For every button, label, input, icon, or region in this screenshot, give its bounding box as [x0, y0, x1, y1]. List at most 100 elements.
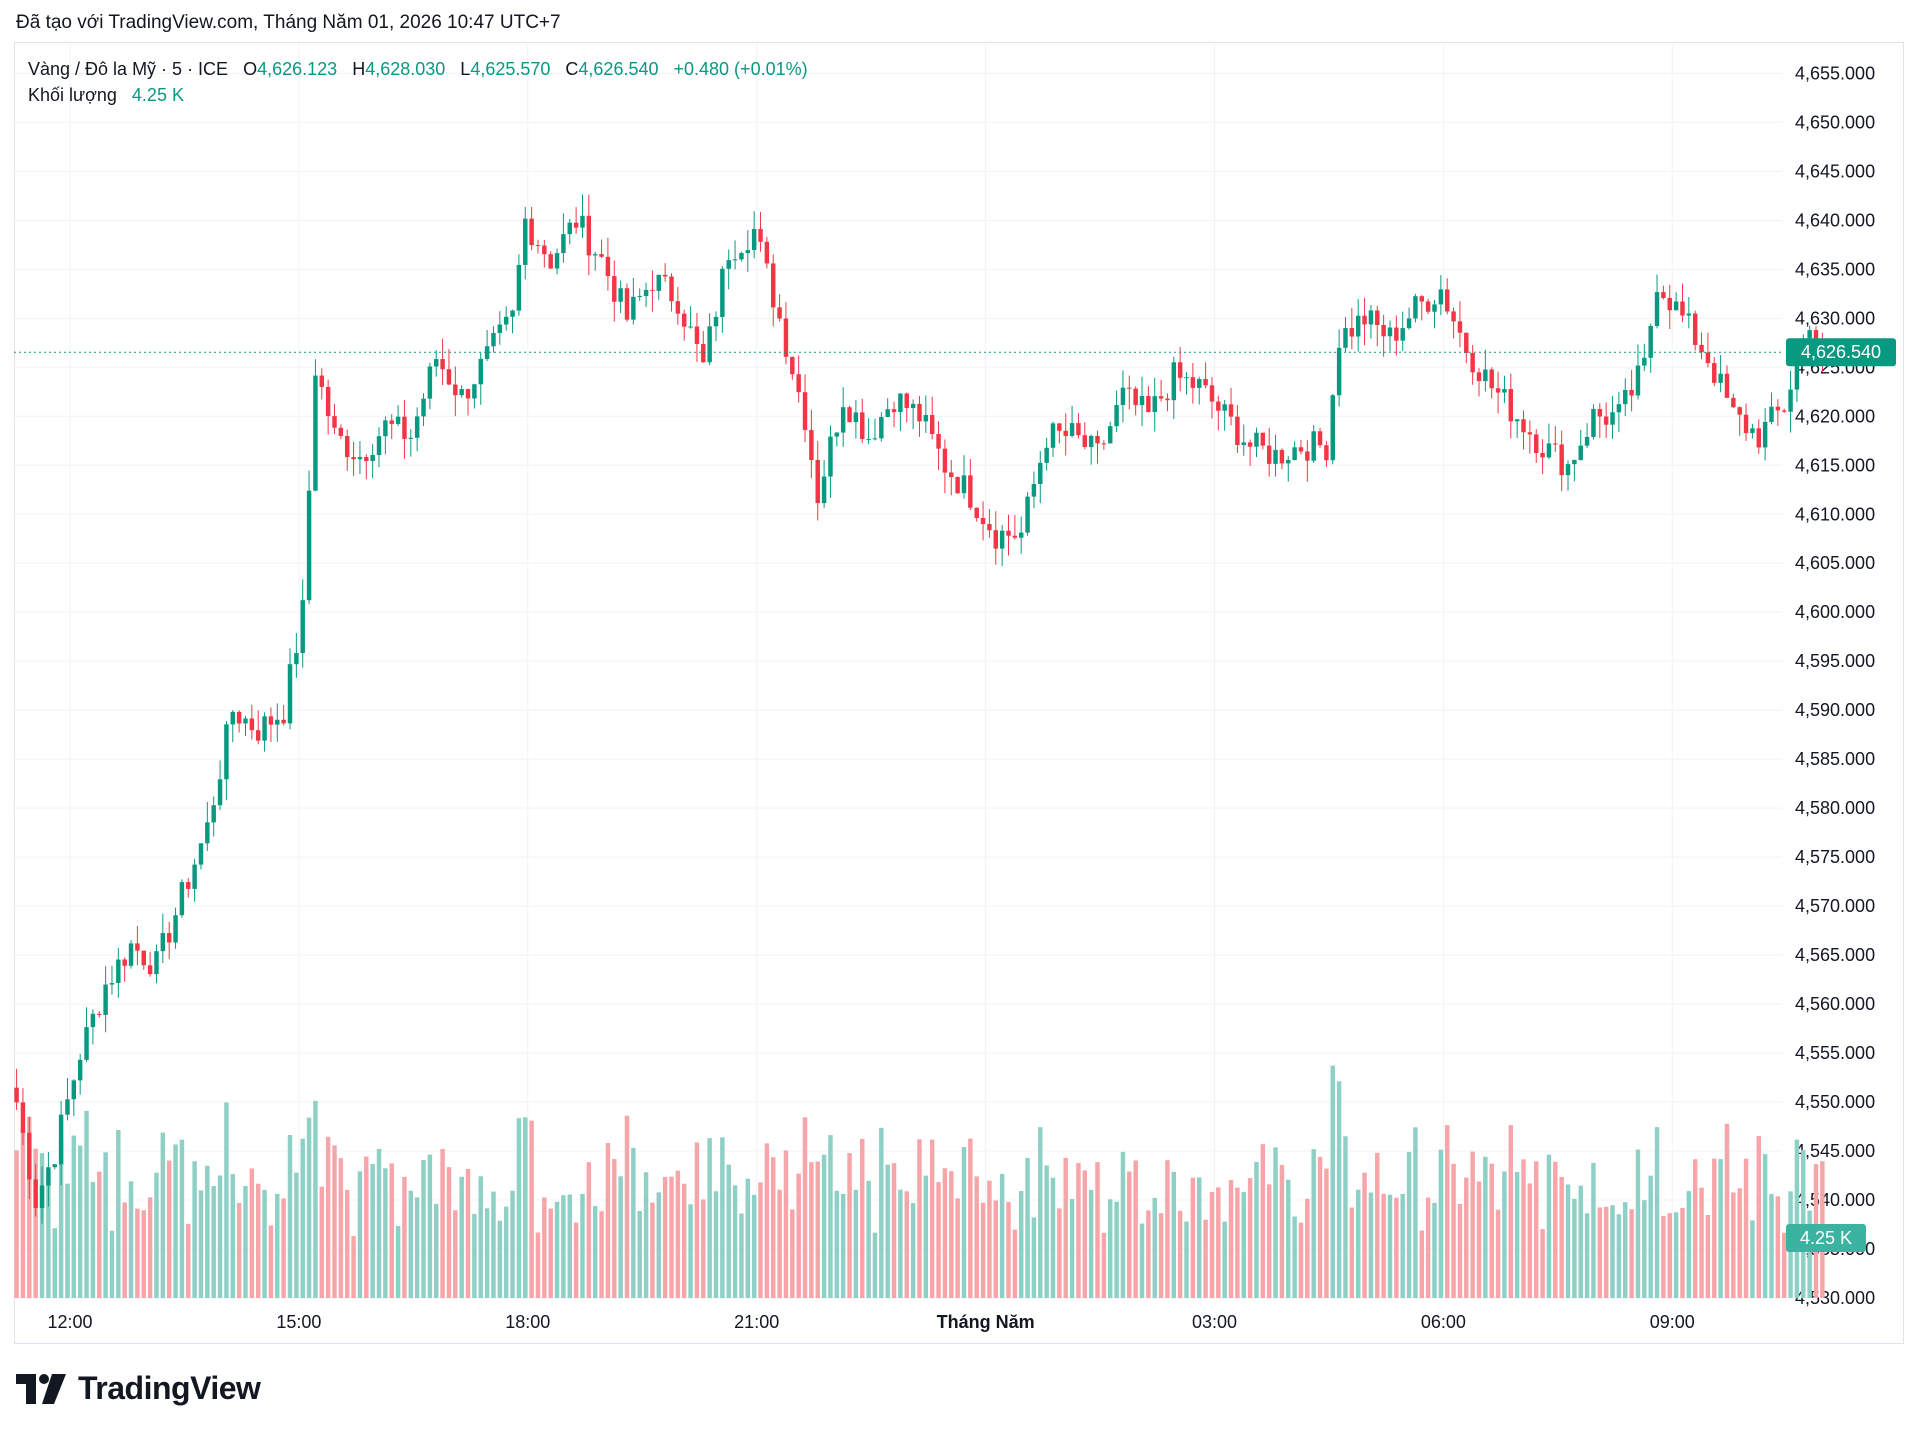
- chart-frame: [14, 42, 1904, 1344]
- volume-bar: [1705, 1214, 1711, 1298]
- volume-bar: [364, 1156, 369, 1298]
- y-tick-label: 4,565.000: [1795, 945, 1875, 965]
- candle-body: [268, 716, 274, 725]
- volume-bar: [1546, 1154, 1552, 1298]
- volume-bar: [1686, 1191, 1692, 1298]
- volume-bar: [688, 1204, 693, 1298]
- volume-bar: [1495, 1209, 1501, 1298]
- candle-body: [1165, 398, 1170, 401]
- candle-body: [243, 718, 248, 724]
- symbol-name[interactable]: Vàng / Đô la Mỹ · 5 · ICE: [28, 59, 229, 79]
- volume-bar: [809, 1162, 814, 1298]
- volume-bar: [1336, 1081, 1342, 1298]
- candle-body: [236, 711, 242, 724]
- volume-bar: [961, 1147, 967, 1298]
- candle-body: [1387, 327, 1393, 337]
- volume-bar: [325, 1136, 331, 1298]
- volume-bar: [1286, 1179, 1291, 1298]
- candle-body: [872, 438, 878, 440]
- volume-label[interactable]: Khối lượng: [28, 85, 117, 105]
- volume-bar: [1101, 1232, 1107, 1298]
- candle-body: [179, 882, 185, 916]
- candle-body: [802, 392, 808, 430]
- candle-body: [389, 420, 394, 424]
- candle-body: [573, 222, 579, 228]
- candle-body: [1413, 296, 1418, 319]
- low-value: 4,625.570: [470, 59, 551, 79]
- chart-caption: Đã tạo với TradingView.com, Tháng Năm 01…: [16, 12, 561, 33]
- candle-body: [1661, 292, 1666, 298]
- volume-bar: [745, 1178, 751, 1298]
- volume-bar: [1330, 1065, 1335, 1298]
- volume-bar: [1298, 1222, 1304, 1298]
- candle-body: [1502, 389, 1507, 393]
- candle-body: [446, 369, 452, 385]
- candle-body: [1394, 327, 1399, 341]
- candle-body: [84, 1027, 89, 1060]
- volume-bar: [1197, 1177, 1202, 1298]
- candle-body: [71, 1080, 77, 1100]
- candle-body: [287, 664, 293, 724]
- candle-body: [97, 1013, 102, 1015]
- volume-bar: [542, 1197, 547, 1298]
- candle-body: [332, 416, 337, 428]
- y-tick-label: 4,655.000: [1795, 63, 1875, 83]
- candle-body: [198, 843, 204, 865]
- volume-bar: [1680, 1207, 1685, 1298]
- volume-bar: [319, 1186, 325, 1298]
- candle-body: [1603, 416, 1609, 425]
- tradingview-logo[interactable]: TradingView: [16, 1370, 261, 1407]
- candle-body: [847, 407, 852, 423]
- volume-bar: [821, 1154, 827, 1298]
- candle-body: [1018, 532, 1024, 538]
- candle-body: [1095, 435, 1100, 444]
- candle-body: [1241, 442, 1246, 446]
- candle-body: [1743, 414, 1749, 434]
- volume-bar: [1292, 1216, 1297, 1298]
- volume-bar: [561, 1195, 566, 1298]
- volume-bar: [1584, 1213, 1590, 1298]
- volume-bar: [618, 1176, 623, 1298]
- volume-bar: [1464, 1177, 1469, 1298]
- candle-body: [338, 427, 344, 436]
- volume-bar: [968, 1138, 973, 1298]
- volume-bar: [1279, 1164, 1285, 1298]
- candle-body: [1794, 360, 1800, 390]
- candle-body: [612, 276, 617, 302]
- volume-bar: [656, 1192, 662, 1298]
- volume-bar: [1381, 1193, 1386, 1298]
- candle-body: [1546, 443, 1552, 458]
- volume-bar: [796, 1173, 801, 1298]
- candle-body: [840, 407, 846, 433]
- volume-bar: [389, 1163, 394, 1298]
- candle-body: [364, 457, 369, 461]
- volume-bar: [154, 1172, 159, 1298]
- volume-bar: [128, 1181, 134, 1298]
- volume-bar: [440, 1148, 445, 1298]
- candle-body: [1489, 369, 1494, 389]
- volume-bar: [980, 1202, 986, 1298]
- candle-body: [1381, 324, 1386, 337]
- y-tick-label: 4,530.000: [1795, 1288, 1875, 1308]
- volume-bar: [484, 1208, 490, 1298]
- volume-bar: [713, 1191, 719, 1298]
- volume-bar: [898, 1189, 903, 1298]
- volume-bar: [109, 1230, 115, 1298]
- volume-bar: [516, 1118, 522, 1298]
- candle-body: [1012, 535, 1018, 538]
- volume-bar: [510, 1190, 515, 1298]
- candle-body: [815, 459, 820, 504]
- candle-body: [529, 218, 534, 246]
- volume-bar: [376, 1148, 382, 1298]
- candle-body: [1279, 449, 1285, 464]
- candle-body: [656, 274, 662, 291]
- y-tick-label: 4,540.000: [1795, 1190, 1875, 1210]
- candle-body: [1654, 292, 1660, 326]
- candle-body: [993, 530, 998, 549]
- volume-bar: [306, 1117, 312, 1298]
- volume-bar: [586, 1162, 592, 1298]
- candle-body: [503, 316, 509, 325]
- candle-body: [828, 436, 833, 477]
- volume-bar: [1203, 1219, 1208, 1298]
